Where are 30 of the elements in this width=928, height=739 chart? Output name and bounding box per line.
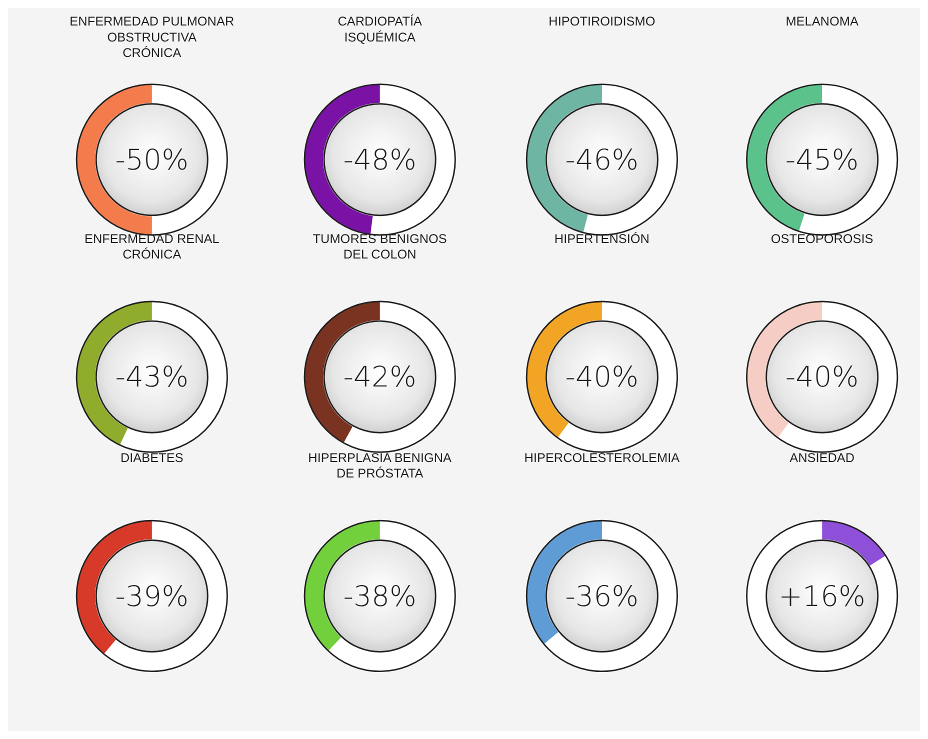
chart-title: OSTEOPOROSIS	[770, 230, 874, 246]
text: -42%	[343, 360, 417, 394]
text: -40%	[785, 360, 859, 394]
chart-title: ENFERMEDAD RENAL CRÓNICA	[84, 230, 220, 262]
text: -36%	[565, 580, 639, 613]
donut-slice	[558, 302, 678, 452]
chart-title: HIPOTIROIDISMO	[548, 14, 656, 29]
chart-title: TUMORES BENIGNOS DEL COLON	[312, 230, 447, 262]
donut-slice	[328, 520, 456, 672]
text: -46%	[565, 143, 639, 176]
text: -39%	[115, 580, 189, 613]
chart-title: DIABETES	[120, 450, 184, 465]
donut-slice	[544, 520, 678, 672]
donut-slice	[778, 302, 898, 452]
chart-title: CARDIOPATÍA ISQUÉMICA	[338, 14, 422, 44]
text: -40%	[565, 360, 639, 394]
text: -45%	[785, 143, 859, 176]
text: -48%	[343, 143, 417, 176]
text: +16%	[778, 580, 866, 613]
text: -43%	[115, 360, 189, 394]
donut-slice	[104, 520, 228, 672]
chart-title: HIPERTENSIÓN	[554, 230, 650, 246]
chart-title: MELANOMA	[786, 14, 859, 29]
chart-title: ENFERMEDAD PULMONAR OBSTRUCTIVA CRÓNICA	[70, 14, 234, 60]
donut-slice	[344, 302, 456, 452]
chart-title: ANSIEDAD	[790, 450, 855, 465]
chart-title: HIPERPLASIA BENIGNA DE PRÓSTATA	[308, 450, 452, 481]
text: -38%	[343, 580, 417, 613]
text: -50%	[115, 143, 189, 176]
chart-title: HIPERCOLESTEROLEMIA	[524, 450, 680, 465]
